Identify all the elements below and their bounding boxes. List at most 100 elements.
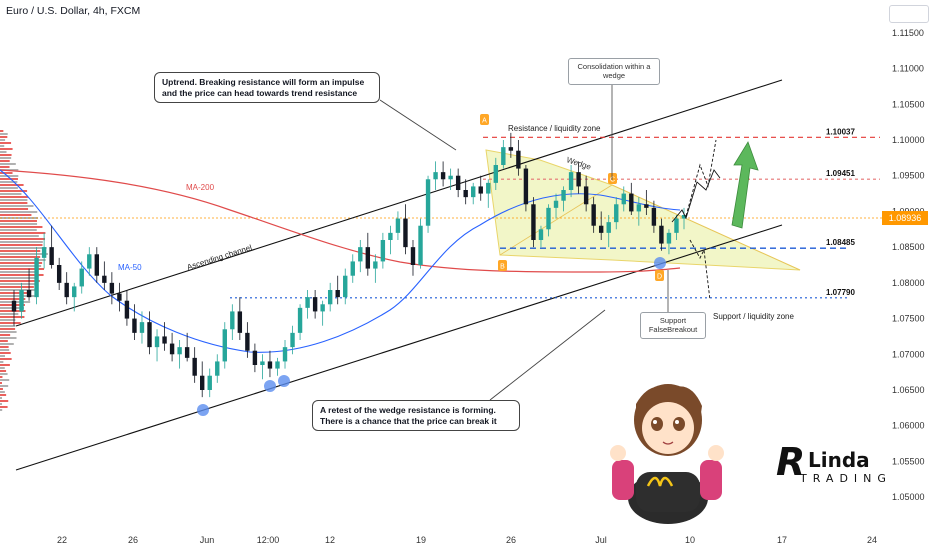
projection-path-up-dashed bbox=[685, 139, 717, 217]
y-tick-label: 1.07500 bbox=[892, 314, 925, 324]
candle-body bbox=[312, 297, 318, 312]
candle-body bbox=[290, 332, 295, 348]
candlestick-series bbox=[11, 132, 687, 398]
volume-profile-bar bbox=[0, 349, 10, 351]
candle-body bbox=[64, 282, 69, 298]
channel-lower-line bbox=[15, 224, 783, 471]
candle-body bbox=[87, 254, 92, 269]
y-tick-label: 1.10500 bbox=[892, 99, 925, 109]
candle-body bbox=[358, 247, 363, 262]
y-tick-label: 1.05500 bbox=[892, 456, 925, 466]
candle-body bbox=[531, 204, 536, 240]
volume-profile-bar bbox=[0, 361, 4, 363]
volume-profile-bar bbox=[0, 193, 22, 195]
candle-body bbox=[463, 190, 468, 198]
volume-profile-bar bbox=[0, 385, 9, 387]
y-tick-label: 1.10000 bbox=[892, 135, 925, 145]
candle-body bbox=[102, 275, 107, 283]
candle-body bbox=[561, 190, 566, 201]
volume-profile-bar bbox=[0, 340, 8, 342]
resistance-zone-label: Resistance / liquidity zone bbox=[508, 124, 601, 133]
volume-profile-bar bbox=[0, 208, 29, 210]
volume-profile-bar bbox=[0, 148, 13, 150]
volume-profile-bar bbox=[0, 370, 7, 372]
volume-profile-bar bbox=[0, 154, 12, 156]
volume-profile-bar bbox=[0, 391, 5, 393]
svg-text:D: D bbox=[657, 274, 662, 281]
volume-profile-bar bbox=[0, 313, 19, 315]
volume-profile-bar bbox=[0, 217, 39, 219]
candle-body bbox=[41, 247, 47, 258]
volume-profile-bar bbox=[0, 220, 37, 222]
volume-profile-bar bbox=[0, 358, 12, 360]
volume-profile-bar bbox=[0, 394, 7, 396]
candle-body bbox=[598, 225, 604, 233]
volume-profile-bar bbox=[0, 382, 2, 384]
level-value-label: 1.07790 bbox=[826, 288, 855, 297]
candle-body bbox=[681, 215, 687, 219]
candle-body bbox=[26, 290, 32, 298]
callout-uptrend: Uptrend. Breaking resistance will form a… bbox=[154, 72, 380, 104]
candle-body bbox=[621, 193, 626, 205]
candle-body bbox=[666, 232, 672, 244]
consolidation-note-text: Consolidation within a wedge bbox=[577, 62, 651, 81]
ma50-label: MA-50 bbox=[118, 263, 142, 272]
wedge-inner-lines bbox=[499, 184, 801, 271]
y-tick-label: 1.11000 bbox=[892, 64, 924, 74]
candle-body bbox=[154, 336, 160, 348]
x-tick-label: 26 bbox=[506, 535, 516, 545]
x-tick-label: 24 bbox=[867, 535, 877, 545]
candle-body bbox=[56, 265, 62, 283]
candle-body bbox=[109, 282, 115, 294]
candle-body bbox=[455, 175, 461, 190]
candle-body bbox=[425, 179, 431, 226]
volume-profile-bar bbox=[0, 286, 34, 288]
volume-profile-bar bbox=[0, 325, 16, 327]
bullish-arrow bbox=[731, 141, 759, 229]
volume-profile-bar bbox=[0, 319, 16, 321]
volume-profile-bar bbox=[0, 280, 40, 282]
candle-body bbox=[591, 204, 596, 226]
candle-body bbox=[117, 293, 122, 301]
volume-profile-bar bbox=[0, 142, 12, 144]
y-tick-label: 1.07000 bbox=[892, 349, 925, 359]
callout-bottom-pointer bbox=[489, 309, 606, 401]
candle-body bbox=[418, 225, 423, 265]
candle-body bbox=[184, 347, 190, 358]
axis-settings-box[interactable] bbox=[889, 5, 929, 23]
x-tick-label: 10 bbox=[685, 535, 695, 545]
candle-body bbox=[471, 186, 476, 198]
volume-profile-bar bbox=[0, 253, 48, 255]
y-tick-label: 1.08500 bbox=[892, 242, 925, 252]
candle-body bbox=[34, 257, 39, 298]
svg-text:A: A bbox=[482, 118, 487, 125]
volume-profile-bar bbox=[0, 190, 28, 192]
volume-profile-bar bbox=[0, 268, 45, 270]
y-axis[interactable]: 1.115001.110001.105001.100001.095001.090… bbox=[892, 28, 925, 502]
volume-profile-bar bbox=[0, 175, 19, 177]
volume-profile-bar bbox=[0, 133, 8, 135]
candle-body bbox=[335, 290, 340, 298]
volume-profile-bar bbox=[0, 265, 42, 267]
candle-body bbox=[79, 268, 84, 287]
volume-profile-bar bbox=[0, 151, 7, 153]
volume-profile-bar bbox=[0, 184, 24, 186]
candle-body bbox=[546, 207, 551, 230]
candle-body bbox=[403, 218, 408, 248]
level-value-label: 1.10037 bbox=[826, 127, 855, 136]
candle-body bbox=[19, 290, 24, 312]
candle-body bbox=[478, 186, 483, 194]
x-axis[interactable]: 22 26 Jun 12:00 12 19 26 Jul 10 17 24 bbox=[57, 535, 877, 545]
candle-body bbox=[132, 318, 137, 333]
candle-body bbox=[305, 297, 310, 308]
candle-body bbox=[200, 375, 205, 390]
projection-path-down-dashed bbox=[689, 239, 711, 301]
candle-body bbox=[320, 304, 325, 312]
level-value-label: 1.08485 bbox=[826, 238, 855, 247]
volume-profile-bar bbox=[0, 196, 28, 198]
candle-body bbox=[49, 247, 54, 265]
x-tick-label: 19 bbox=[416, 535, 426, 545]
candle-body bbox=[260, 361, 265, 365]
y-tick-label: 1.11500 bbox=[892, 28, 924, 38]
